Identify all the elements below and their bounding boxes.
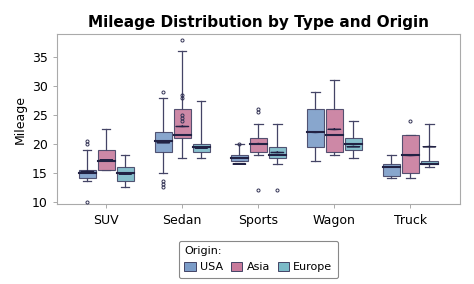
Bar <box>250 138 267 153</box>
Bar <box>174 109 191 138</box>
Bar <box>79 170 96 178</box>
Title: Mileage Distribution by Type and Origin: Mileage Distribution by Type and Origin <box>88 15 429 30</box>
Legend: USA, Asia, Europe: USA, Asia, Europe <box>179 241 338 278</box>
Bar <box>155 132 172 153</box>
Y-axis label: Mileage: Mileage <box>13 95 27 144</box>
Bar <box>383 164 400 176</box>
Bar <box>193 144 210 153</box>
Bar <box>231 155 248 161</box>
Bar <box>307 109 324 147</box>
Bar <box>345 138 362 150</box>
Bar <box>402 135 419 173</box>
Bar <box>269 147 286 158</box>
Bar <box>421 161 438 164</box>
Bar <box>117 167 134 181</box>
Bar <box>326 109 343 153</box>
Bar <box>98 150 115 170</box>
